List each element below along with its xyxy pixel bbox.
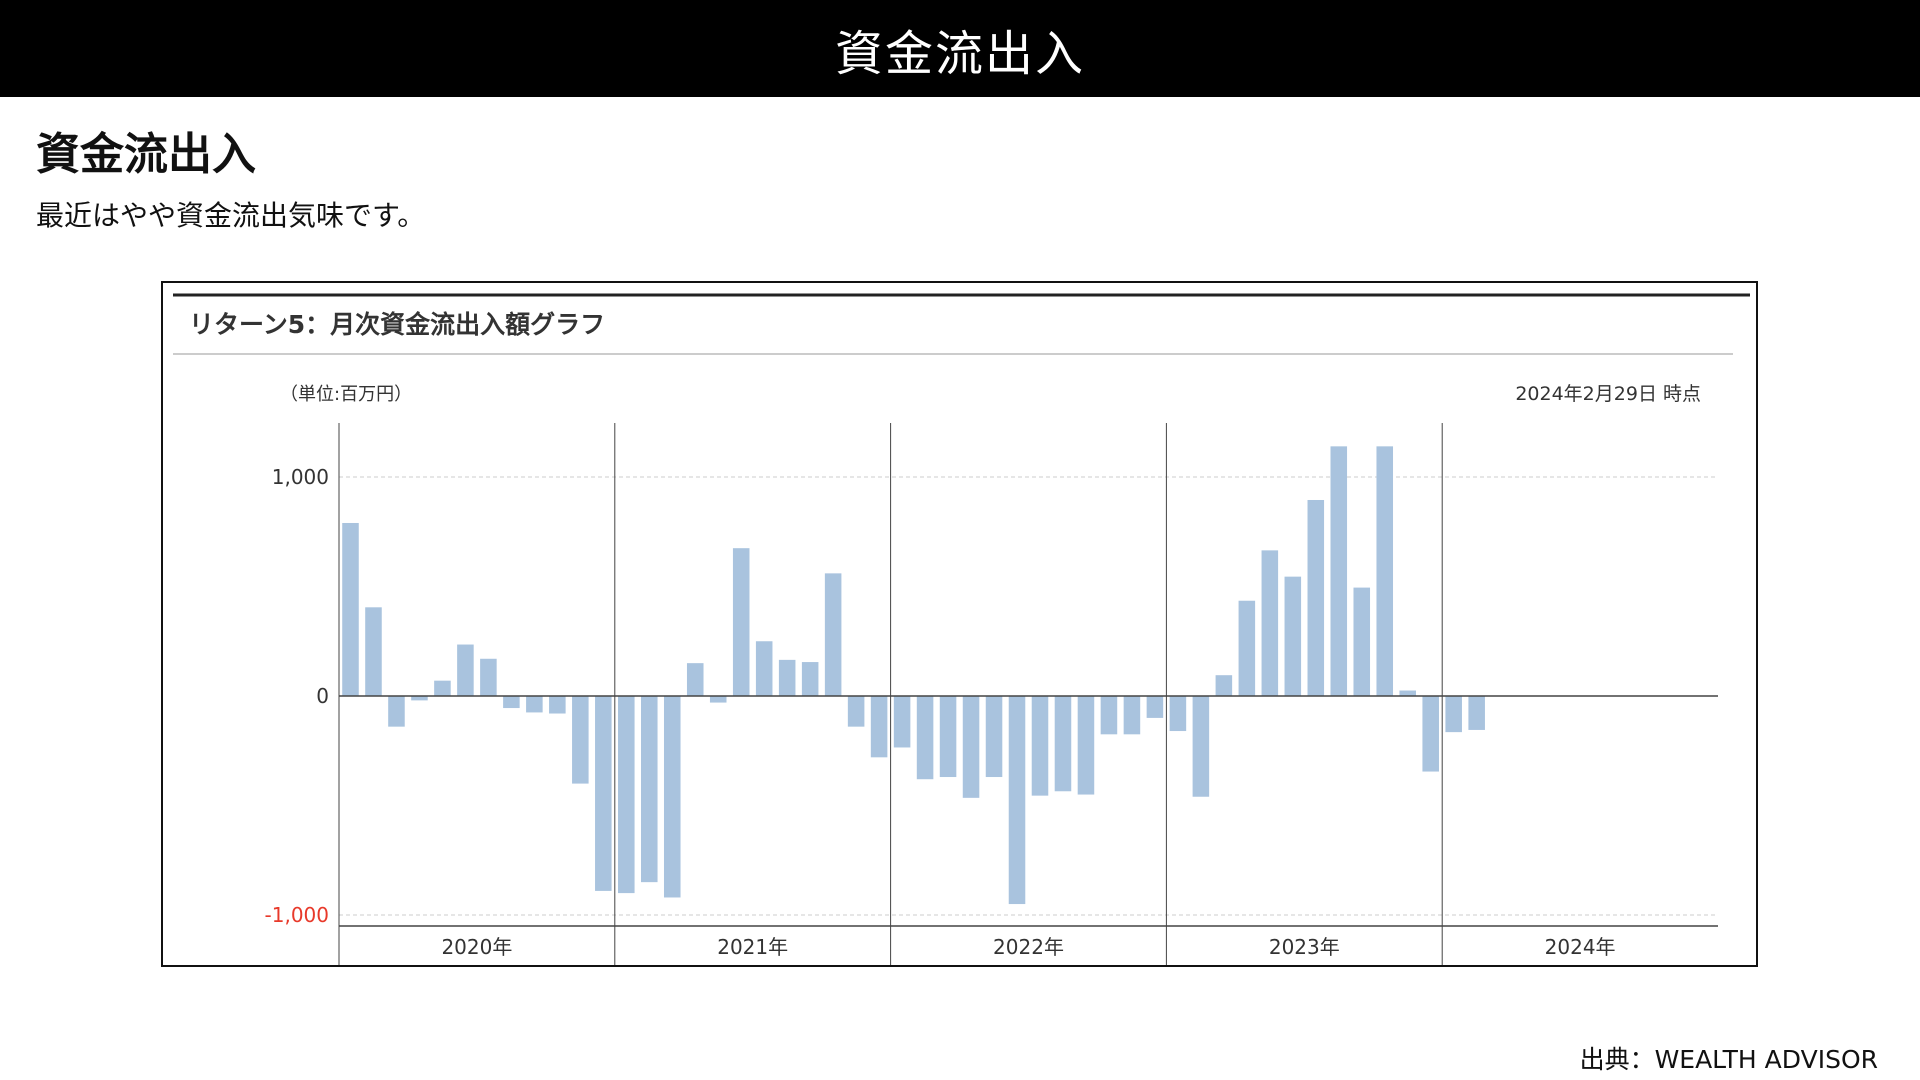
bar-40: [1238, 600, 1256, 696]
bar-50: [1468, 696, 1485, 730]
bar-7: [480, 658, 497, 696]
x-tick-label: 2021年: [717, 935, 788, 959]
y-tick-label: 0: [316, 684, 329, 708]
bar-43: [1307, 499, 1325, 696]
bar-33: [1077, 696, 1095, 795]
bar-20: [778, 659, 796, 696]
bar-4: [411, 696, 428, 701]
bar-36: [1146, 696, 1164, 718]
bar-3: [388, 696, 405, 727]
y-tick-label: 1,000: [272, 465, 329, 489]
fund-flow-chart: リターン5：月次資金流出入額グラフ （単位:百万円） 2024年2月29日 時点…: [173, 293, 1750, 965]
unit-label: （単位:百万円）: [280, 384, 412, 405]
section-description: 最近はやや資金流出気味です。: [36, 199, 426, 232]
bar-19: [755, 641, 773, 696]
x-tick-label: 2022年: [993, 935, 1064, 959]
bar-5: [434, 680, 451, 696]
bar-27: [939, 696, 957, 778]
bar-26: [916, 696, 934, 780]
bar-6: [457, 644, 474, 696]
bar-24: [870, 696, 888, 758]
y-tick-label: -1,000: [265, 903, 329, 927]
bar-38: [1192, 696, 1210, 797]
x-tick-label: 2023年: [1269, 935, 1340, 959]
bar-11: [572, 696, 589, 784]
bar-8: [503, 696, 520, 709]
header-title: 資金流出入: [834, 25, 1085, 82]
bar-2: [365, 607, 382, 696]
bar-37: [1169, 696, 1187, 732]
bar-47: [1399, 690, 1416, 696]
bar-1: [342, 522, 359, 696]
section-heading: 資金流出入: [36, 129, 256, 180]
bar-41: [1261, 550, 1279, 696]
bar-16: [686, 663, 704, 696]
bar-31: [1031, 696, 1049, 796]
bar-48: [1422, 696, 1439, 772]
bar-39: [1215, 675, 1233, 696]
bar-30: [1008, 696, 1026, 905]
header-bar: 資金流出入: [0, 0, 1920, 97]
bar-15: [663, 696, 681, 898]
bar-17: [709, 696, 727, 703]
bar-35: [1123, 696, 1141, 735]
bar-45: [1353, 587, 1371, 696]
bar-25: [893, 696, 911, 748]
bar-34: [1100, 696, 1118, 735]
as-of-date: 2024年2月29日 時点: [1515, 383, 1701, 405]
bar-44: [1330, 446, 1348, 696]
plot-area: 1,000 0 -1,000 2020年 2021年 2022年 2023年 2024年: [265, 423, 1718, 965]
bar-22: [824, 573, 842, 696]
bar-18: [732, 548, 750, 696]
bar-13: [618, 696, 635, 894]
x-tick-label: 2020年: [441, 935, 512, 959]
bar-46: [1376, 446, 1394, 696]
chart-title: リターン5：月次資金流出入額グラフ: [189, 310, 605, 339]
bar-28: [962, 696, 980, 798]
bar-12: [595, 696, 612, 891]
x-tick-label: 2024年: [1545, 935, 1616, 959]
bar-32: [1054, 696, 1072, 792]
bar-21: [801, 662, 819, 696]
bar-14: [641, 696, 658, 883]
bar-49: [1445, 696, 1462, 733]
bar-42: [1284, 576, 1302, 696]
source-credit: 出典：WEALTH ADVISOR: [1579, 1045, 1878, 1074]
bar-29: [985, 696, 1003, 778]
bar-9: [526, 696, 543, 713]
chart-panel: リターン5：月次資金流出入額グラフ （単位:百万円） 2024年2月29日 時点…: [161, 281, 1758, 967]
bar-23: [847, 696, 865, 727]
bar-10: [549, 696, 566, 714]
